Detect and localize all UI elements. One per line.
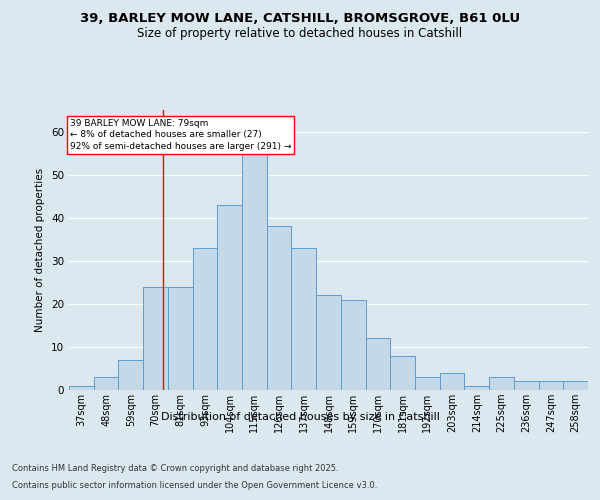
- Bar: [242, 144, 267, 390]
- Text: Distribution of detached houses by size in Catshill: Distribution of detached houses by size …: [161, 412, 439, 422]
- Bar: [365, 338, 390, 390]
- Text: 39 BARLEY MOW LANE: 79sqm
← 8% of detached houses are smaller (27)
92% of semi-d: 39 BARLEY MOW LANE: 79sqm ← 8% of detach…: [70, 118, 291, 151]
- Bar: [316, 295, 341, 390]
- Text: Size of property relative to detached houses in Catshill: Size of property relative to detached ho…: [137, 28, 463, 40]
- Text: Contains HM Land Registry data © Crown copyright and database right 2025.: Contains HM Land Registry data © Crown c…: [12, 464, 338, 473]
- Bar: [143, 286, 168, 390]
- Bar: [464, 386, 489, 390]
- Text: Contains public sector information licensed under the Open Government Licence v3: Contains public sector information licen…: [12, 481, 377, 490]
- Bar: [168, 286, 193, 390]
- Bar: [193, 248, 217, 390]
- Bar: [69, 386, 94, 390]
- Bar: [292, 248, 316, 390]
- Bar: [94, 377, 118, 390]
- Bar: [539, 382, 563, 390]
- Bar: [267, 226, 292, 390]
- Bar: [390, 356, 415, 390]
- Bar: [563, 382, 588, 390]
- Text: 39, BARLEY MOW LANE, CATSHILL, BROMSGROVE, B61 0LU: 39, BARLEY MOW LANE, CATSHILL, BROMSGROV…: [80, 12, 520, 26]
- Bar: [415, 377, 440, 390]
- Bar: [341, 300, 365, 390]
- Bar: [118, 360, 143, 390]
- Bar: [440, 373, 464, 390]
- Y-axis label: Number of detached properties: Number of detached properties: [35, 168, 46, 332]
- Bar: [217, 205, 242, 390]
- Bar: [514, 382, 539, 390]
- Bar: [489, 377, 514, 390]
